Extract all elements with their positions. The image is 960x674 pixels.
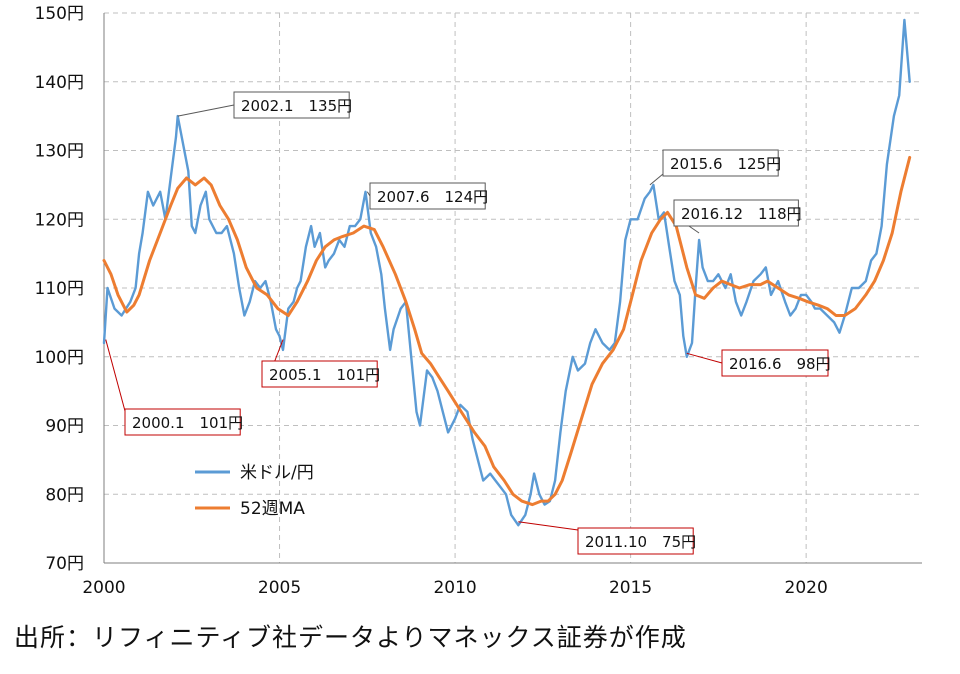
- ma52-line: [102, 155, 912, 507]
- callout-label: 2005.1 101円: [269, 366, 380, 384]
- callout-leader: [686, 352, 723, 364]
- series: [102, 18, 912, 527]
- legend-label: 米ドル/円: [240, 463, 314, 483]
- callout-box: [261, 360, 378, 388]
- grid: [104, 12, 922, 563]
- callout-box: [662, 149, 779, 177]
- callout-box: [721, 349, 829, 377]
- callout-box: [673, 199, 799, 227]
- usd-jpy-chart: 150円 140円 130円 120円 110円 100円 90円 80円 70円 2000 200…: [35, 4, 922, 598]
- callout-label: 2002.1 135円: [241, 97, 352, 115]
- x-tick-label: 2005: [258, 578, 301, 598]
- callout-label: 2011.10 75円: [585, 533, 696, 551]
- callout-label: 2000.1 101円: [132, 414, 243, 432]
- legend-label: 52週MA: [240, 499, 305, 519]
- x-tick-label: 2020: [785, 578, 828, 598]
- callout-label: 2015.6 125円: [670, 155, 781, 173]
- x-tick-label: 2010: [433, 578, 476, 598]
- callout-label: 2007.6 124円: [377, 188, 488, 206]
- axes: 150円 140円 130円 120円 110円 100円 90円 80円 70円 2000 200…: [35, 4, 922, 598]
- x-tick-label: 2000: [82, 578, 125, 598]
- y-tick-label: 110円: [35, 279, 84, 299]
- callout: 2002.1 135円: [177, 91, 352, 119]
- callout-label: 2016.12 118円: [681, 205, 802, 223]
- callout-box: [233, 91, 350, 119]
- y-tick-label: 90円: [45, 417, 84, 437]
- callout-leader: [273, 339, 284, 364]
- callout: 2000.1 101円: [105, 339, 243, 436]
- callout-box: [369, 182, 486, 210]
- callout-label: 2016.6 98円: [729, 355, 831, 373]
- y-tick-label: 120円: [35, 210, 84, 230]
- y-tick-label: 80円: [45, 485, 84, 505]
- callout-leader: [105, 339, 126, 412]
- callout-leader: [177, 104, 235, 117]
- callout: 2016.6 98円: [686, 349, 831, 377]
- callout-leader: [518, 521, 579, 531]
- y-tick-label: 140円: [35, 73, 84, 93]
- callout: 2007.6 124円: [366, 182, 488, 210]
- callout-leader: [649, 173, 664, 186]
- callouts: 2002.1 135円 2007.6 124円 2015.6 125円 2016.12…: [105, 91, 831, 555]
- y-tick-label: 150円: [35, 4, 84, 24]
- y-tick-label: 130円: [35, 142, 84, 162]
- y-tick-label: 100円: [35, 348, 84, 368]
- callout: 2011.10 75円: [518, 521, 696, 555]
- callout: 2015.6 125円: [649, 149, 781, 186]
- usdjpy-line: [102, 18, 911, 527]
- callout-box: [124, 408, 241, 436]
- callout: 2005.1 101円: [261, 339, 380, 388]
- x-tick-label: 2015: [609, 578, 652, 598]
- y-tick-label: 70円: [45, 554, 84, 574]
- callout-box: [577, 527, 694, 555]
- callout: 2016.12 118円: [673, 199, 802, 234]
- legend: 米ドル/円 52週MA: [195, 463, 314, 519]
- source-note: 出所：リフィニティブ社データよりマネックス証券が作成: [14, 623, 687, 652]
